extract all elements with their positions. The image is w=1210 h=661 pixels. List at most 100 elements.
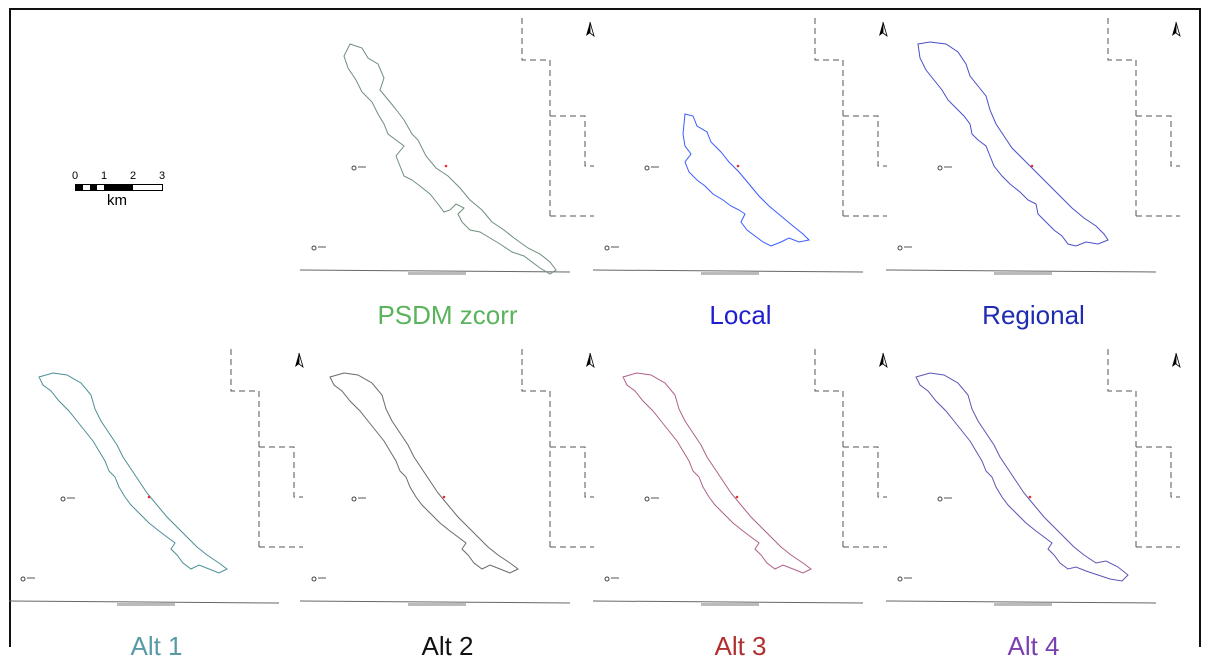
scale-tick-1: 1: [100, 170, 108, 182]
structure-outline: [329, 372, 519, 574]
panel-label-alt4: Alt 4: [1007, 631, 1060, 661]
map-baseline: [592, 269, 864, 273]
scale-bar-graphic: [75, 184, 163, 191]
map-panel-local: Local: [592, 16, 888, 330]
well-label-mark: [611, 246, 619, 248]
map-alt2: [299, 349, 595, 606]
map-footnote-mark: [701, 272, 759, 275]
scale-bar: 0 1 2 3 km: [62, 170, 166, 222]
point-marker: [147, 495, 151, 499]
well-symbol: [937, 496, 943, 502]
well-label-mark: [651, 497, 659, 499]
well-label-mark: [904, 577, 912, 579]
well-symbol: [351, 496, 357, 502]
map-baseline: [299, 600, 571, 604]
structure-outline: [682, 113, 811, 247]
map-footnote-mark: [994, 272, 1052, 275]
scale-tick-0: 0: [71, 170, 79, 182]
well-symbol: [311, 576, 317, 582]
point-marker: [1030, 164, 1034, 168]
map-footnote-mark: [117, 603, 175, 606]
map-baseline: [299, 269, 571, 273]
map-baseline: [885, 600, 1157, 604]
scale-tick-2: 2: [129, 170, 137, 182]
point-marker: [1028, 495, 1032, 499]
well-symbol: [60, 496, 66, 502]
point-marker: [442, 495, 446, 499]
map-local: [592, 18, 888, 275]
panel-label-psdm: PSDM zcorr: [377, 300, 518, 330]
map-alt1: [8, 349, 304, 606]
point-marker: [444, 164, 448, 168]
map-alt3: [592, 349, 888, 606]
well-symbol: [604, 576, 610, 582]
well-symbol: [897, 576, 903, 582]
panel-label-alt2: Alt 2: [421, 631, 474, 661]
well-label-mark: [904, 246, 912, 248]
boundary-line-inner: [1136, 446, 1180, 498]
map-psdm: [299, 18, 595, 275]
scale-tick-3: 3: [158, 170, 166, 182]
map-alt4: [885, 349, 1181, 606]
well-symbol: [351, 165, 357, 171]
point-marker: [736, 164, 740, 168]
boundary-line-outer: [814, 18, 844, 216]
map-panel-alt1: Alt 1: [8, 347, 304, 661]
well-symbol: [644, 496, 650, 502]
well-label-mark: [944, 497, 952, 499]
scale-unit: km: [107, 192, 127, 209]
map-baseline: [592, 600, 864, 604]
north-arrow-icon: [586, 352, 595, 369]
north-arrow-icon: [1172, 21, 1181, 38]
structure-outline: [343, 43, 557, 275]
map-panel-alt4: Alt 4: [885, 347, 1181, 661]
north-arrow-icon: [879, 21, 888, 38]
map-footnote-mark: [701, 603, 759, 606]
panel-label-alt3: Alt 3: [714, 631, 767, 661]
boundary-line-inner: [843, 446, 887, 498]
well-symbol: [937, 165, 943, 171]
panel-label-regional: Regional: [982, 300, 1085, 330]
structure-outline: [38, 372, 228, 574]
map-baseline: [8, 600, 280, 604]
boundary-line-inner: [550, 446, 594, 498]
scale-ticks: 0 1 2 3: [62, 170, 166, 184]
well-symbol: [644, 165, 650, 171]
boundary-line-outer: [230, 349, 260, 547]
point-marker: [735, 495, 739, 499]
boundary-line-outer: [521, 18, 551, 216]
map-baseline: [885, 269, 1157, 273]
map-panel-psdm: PSDM zcorr: [299, 16, 595, 330]
well-label-mark: [358, 497, 366, 499]
map-regional: [885, 18, 1181, 275]
well-label-mark: [318, 246, 326, 248]
well-label-mark: [67, 497, 75, 499]
map-panel-alt2: Alt 2: [299, 347, 595, 661]
boundary-line-inner: [1136, 115, 1180, 167]
map-panel-regional: Regional: [885, 16, 1181, 330]
structure-outline: [622, 372, 812, 574]
well-label-mark: [318, 577, 326, 579]
structure-outline: [917, 41, 1109, 247]
well-label-mark: [611, 577, 619, 579]
map-panel-alt3: Alt 3: [592, 347, 888, 661]
well-symbol: [20, 576, 26, 582]
boundary-line-outer: [1107, 349, 1137, 547]
map-footnote-mark: [994, 603, 1052, 606]
north-arrow-icon: [295, 352, 304, 369]
boundary-line-outer: [521, 349, 551, 547]
well-label-mark: [358, 166, 366, 168]
map-footnote-mark: [408, 272, 466, 275]
boundary-line-inner: [550, 115, 594, 167]
figure-frame: [9, 8, 1201, 647]
well-symbol: [604, 245, 610, 251]
well-symbol: [897, 245, 903, 251]
well-symbol: [311, 245, 317, 251]
boundary-line-outer: [814, 349, 844, 547]
well-label-mark: [944, 166, 952, 168]
panel-label-local: Local: [709, 300, 772, 330]
panel-label-alt1: Alt 1: [130, 631, 183, 661]
boundary-line-inner: [843, 115, 887, 167]
well-label-mark: [27, 577, 35, 579]
well-label-mark: [651, 166, 659, 168]
